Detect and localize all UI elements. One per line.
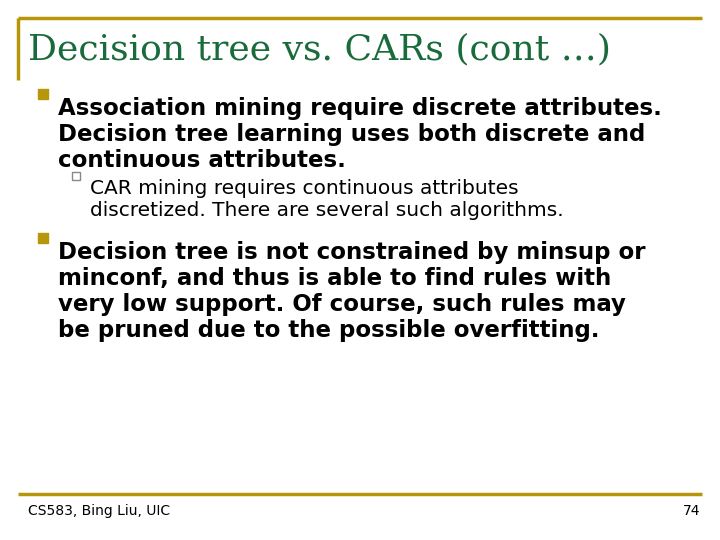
Text: 74: 74 [683, 504, 700, 518]
Text: Decision tree is not constrained by minsup or: Decision tree is not constrained by mins… [58, 241, 646, 264]
Text: Decision tree vs. CARs (cont …): Decision tree vs. CARs (cont …) [28, 32, 611, 66]
Text: very low support. Of course, such rules may: very low support. Of course, such rules … [58, 293, 626, 316]
Text: Association mining require discrete attributes.: Association mining require discrete attr… [58, 97, 662, 120]
Text: be pruned due to the possible overfitting.: be pruned due to the possible overfittin… [58, 319, 600, 342]
Text: CS583, Bing Liu, UIC: CS583, Bing Liu, UIC [28, 504, 170, 518]
Text: discretized. There are several such algorithms.: discretized. There are several such algo… [90, 201, 564, 220]
Bar [38, 89, 48, 99]
Bar [72, 172, 80, 180]
Text: continuous attributes.: continuous attributes. [58, 149, 346, 172]
Text: CAR mining requires continuous attributes: CAR mining requires continuous attribute… [90, 179, 518, 198]
Text: Decision tree learning uses both discrete and: Decision tree learning uses both discret… [58, 123, 645, 146]
Bar [38, 233, 48, 243]
Text: minconf, and thus is able to find rules with: minconf, and thus is able to find rules … [58, 267, 611, 290]
